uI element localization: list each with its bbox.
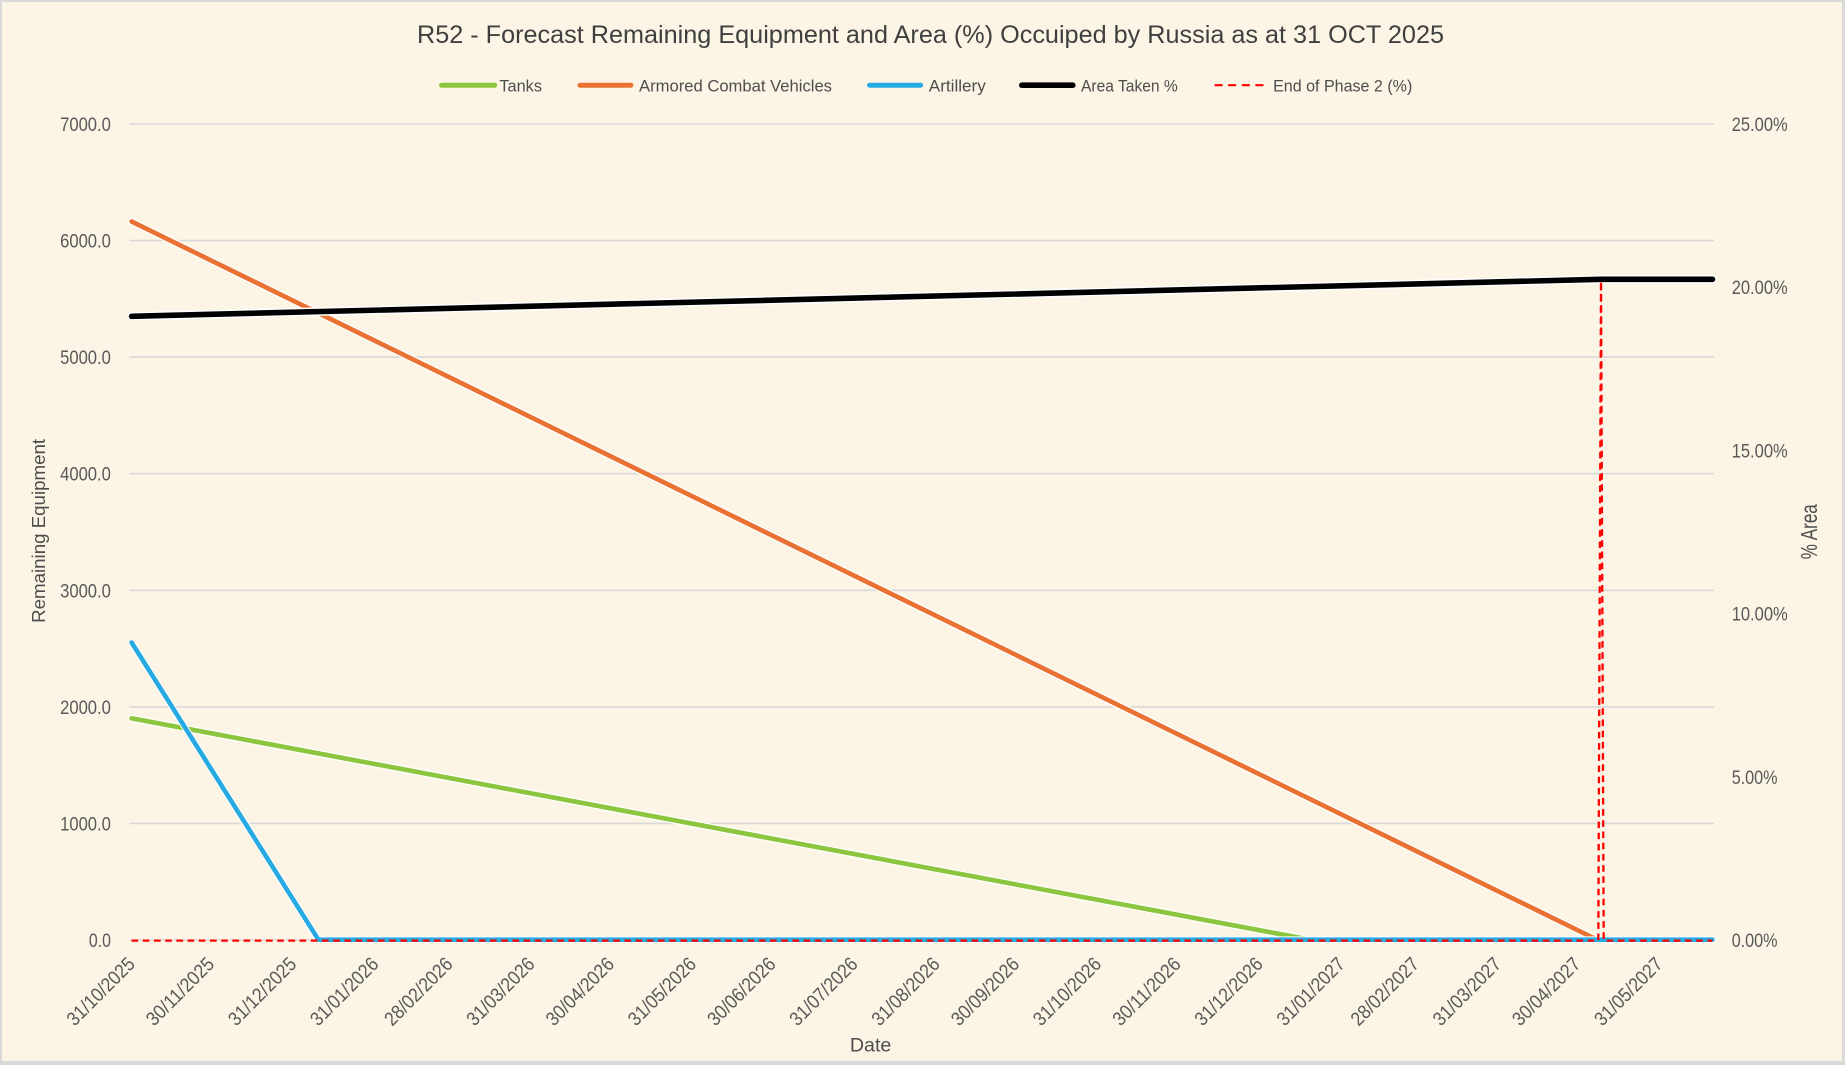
svg-text:2000.0: 2000.0 [60, 698, 111, 719]
svg-text:4000.0: 4000.0 [60, 465, 111, 486]
svg-text:7000.0: 7000.0 [60, 115, 111, 136]
svg-text:Tanks: Tanks [499, 77, 542, 95]
svg-text:Armored Combat Vehicles: Armored Combat Vehicles [639, 77, 832, 95]
svg-text:Date: Date [850, 1035, 892, 1056]
svg-text:R52 - Forecast Remaining Equip: R52 - Forecast Remaining Equipment and A… [417, 21, 1444, 49]
svg-text:Remaining Equipment: Remaining Equipment [29, 439, 49, 623]
svg-text:0.0: 0.0 [89, 931, 111, 952]
svg-text:0.00%: 0.00% [1732, 931, 1778, 952]
svg-text:10.00%: 10.00% [1732, 605, 1788, 626]
svg-text:Area Taken %: Area Taken % [1081, 77, 1178, 95]
svg-text:20.00%: 20.00% [1732, 278, 1788, 299]
svg-text:1000.0: 1000.0 [60, 814, 111, 835]
svg-text:15.00%: 15.00% [1732, 441, 1788, 462]
svg-text:6000.0: 6000.0 [60, 232, 111, 253]
svg-text:3000.0: 3000.0 [60, 581, 111, 602]
svg-text:% Area: % Area [1796, 504, 1822, 559]
svg-text:Artillery: Artillery [929, 77, 987, 95]
svg-text:5.00%: 5.00% [1732, 768, 1778, 789]
svg-text:5000.0: 5000.0 [60, 348, 111, 369]
svg-text:End of Phase 2 (%): End of Phase 2 (%) [1273, 77, 1412, 95]
svg-text:25.00%: 25.00% [1732, 115, 1788, 136]
